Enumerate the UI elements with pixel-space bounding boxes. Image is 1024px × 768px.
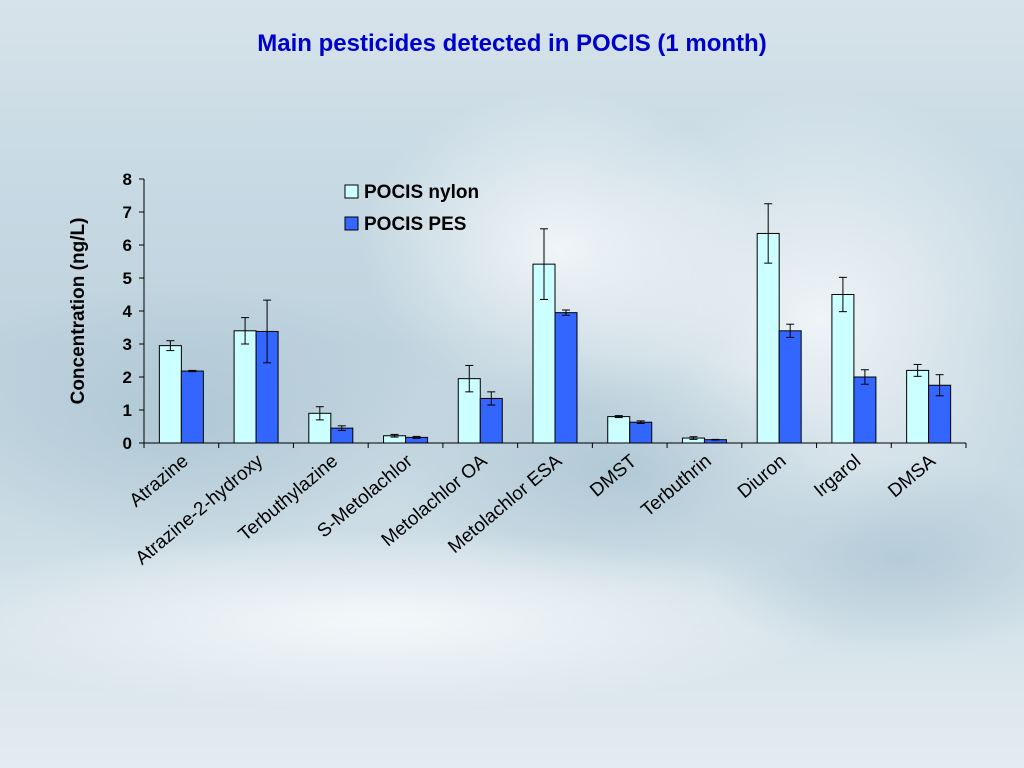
legend-label-pes: POCIS PES (364, 214, 466, 235)
bar-pes (629, 421, 653, 444)
bar-pes (180, 370, 204, 444)
legend-label-nylon: POCIS nylon (364, 182, 479, 203)
legend-swatch-pes (344, 216, 359, 231)
y-tick-label: 3 (123, 335, 132, 354)
y-tick-label: 5 (123, 269, 132, 288)
y-tick-label: 1 (123, 401, 132, 420)
chart-title: Main pesticides detected in POCIS (1 mon… (257, 30, 767, 57)
x-tick-label: DMSA (884, 451, 940, 503)
bar-nylon (906, 369, 930, 444)
x-tick-label: Terbuthrin (637, 451, 715, 521)
y-axis-label: Concentration (ng/L) (68, 218, 89, 405)
bar-nylon (158, 345, 182, 444)
x-tick-label: Atrazine-2-hydroxy (132, 450, 268, 569)
y-tick-label: 2 (123, 368, 132, 387)
y-tick-label: 8 (123, 170, 132, 189)
y-tick-label: 7 (123, 203, 132, 222)
bar-nylon (607, 416, 631, 444)
bar-pes (778, 330, 802, 444)
x-tick-label: Atrazine (126, 451, 193, 512)
bar-pes (554, 312, 578, 444)
y-tick-label: 4 (123, 302, 133, 321)
y-tick-label: 0 (123, 434, 132, 453)
bar-nylon (831, 294, 855, 444)
bar-nylon (233, 330, 257, 444)
bar-pes (853, 376, 877, 444)
x-tick-label: Irgarol (810, 451, 865, 502)
x-tick-label: DMST (586, 450, 641, 501)
bar-nylon (756, 232, 780, 444)
legend-swatch-nylon (344, 184, 359, 199)
x-tick-label: Diuron (734, 451, 790, 503)
y-tick-label: 6 (123, 236, 132, 255)
